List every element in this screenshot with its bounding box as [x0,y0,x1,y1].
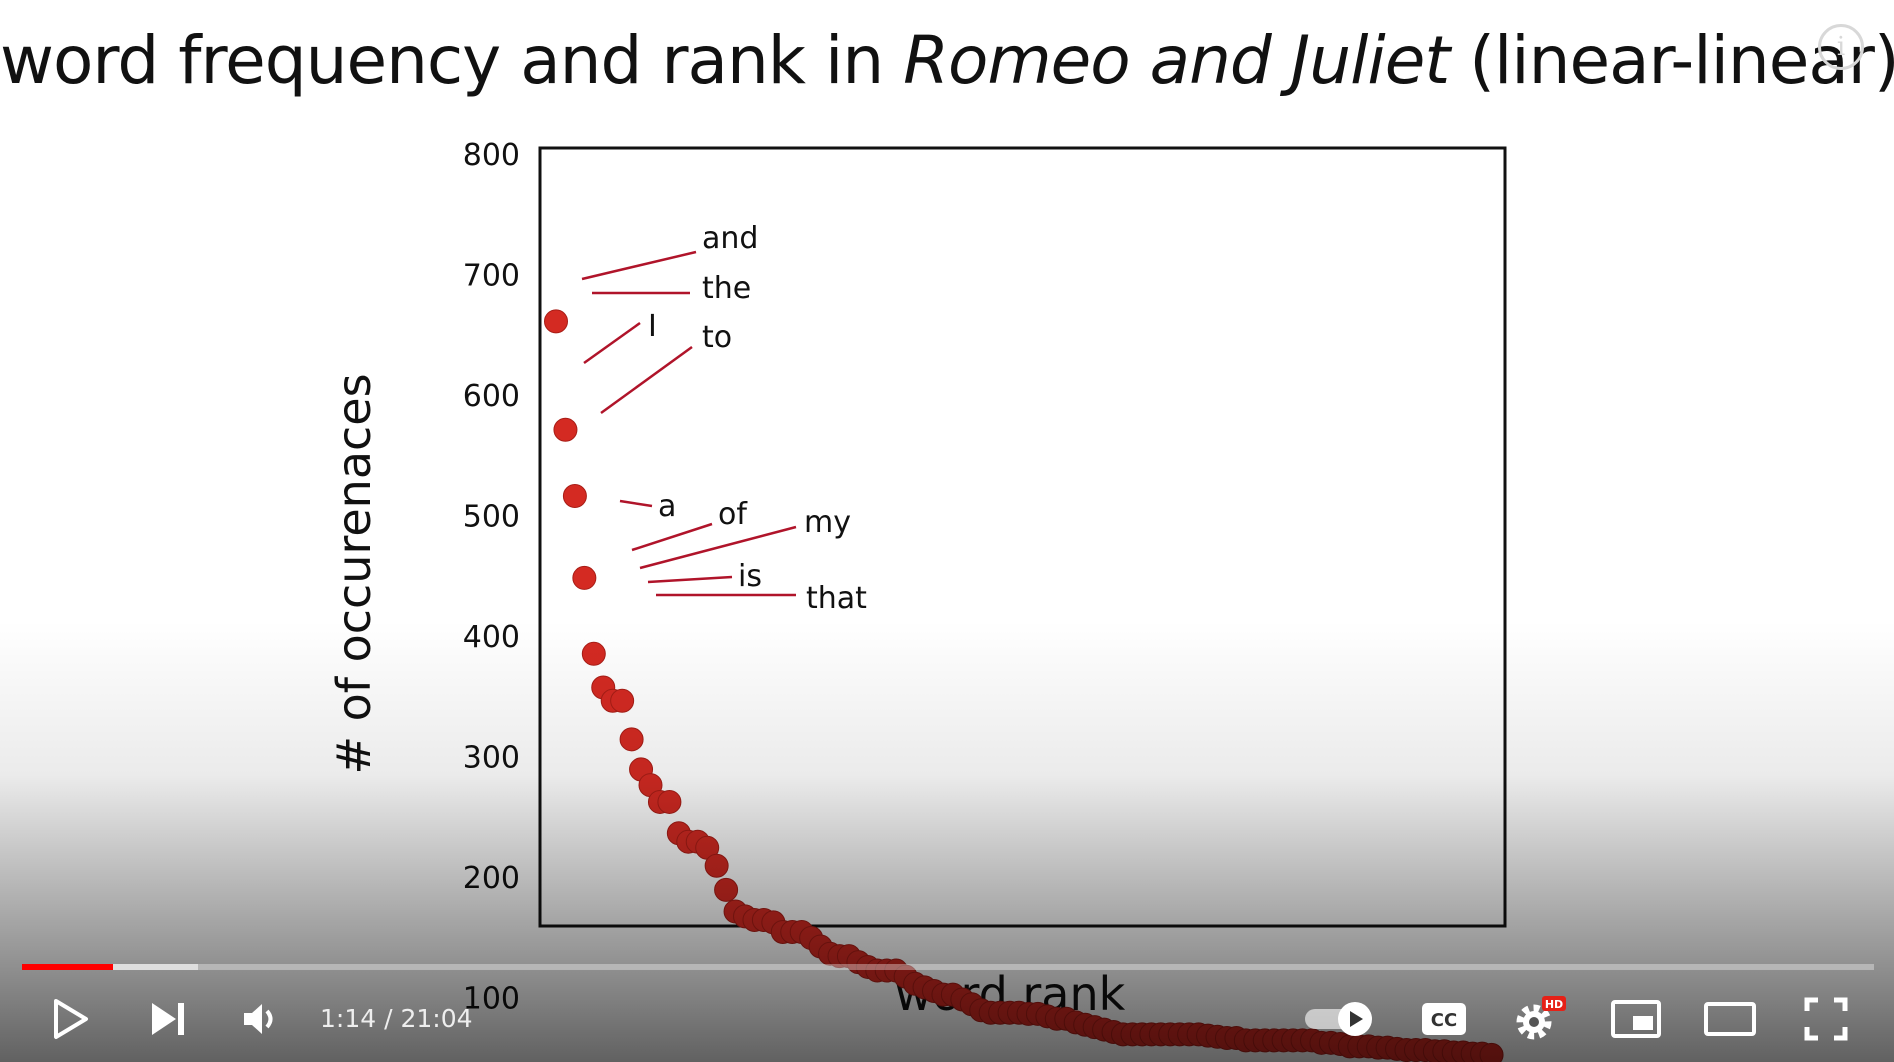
annotation-line-my [639,525,797,570]
data-point [619,727,644,752]
captions-label: CC [1431,1010,1457,1031]
annotation-label-i: I [648,309,657,344]
hd-badge: HD [1545,998,1563,1011]
annotation-label-of: of [718,497,748,532]
y-tick-label: 700 [463,259,520,294]
y-tick-label: 800 [463,138,520,173]
data-point [610,688,635,713]
annotation-line-to [600,345,693,415]
progress-bar[interactable] [22,964,1874,970]
miniplayer-icon [1611,1000,1661,1038]
next-icon [152,1003,184,1035]
play-button[interactable] [40,982,100,1056]
fullscreen-icon [1804,997,1848,1041]
y-axis-label: # of occurenaces [327,373,381,774]
play-icon [54,999,88,1039]
theater-button[interactable] [1698,982,1762,1056]
data-point [544,309,568,334]
data-point [553,417,578,442]
annotation-label-is: is [738,559,762,594]
next-button[interactable] [138,982,198,1056]
annotation-label-a: a [658,489,676,524]
y-tick-label: 200 [463,861,520,896]
annotation-label-and: and [702,221,758,256]
annotation-label-to: to [702,320,732,355]
data-point [572,565,597,590]
annotation-line-and [581,250,697,281]
annotation-label-my: my [804,505,851,540]
y-tick-label: 500 [463,500,520,535]
annotation-line-i [583,321,641,365]
data-point [562,484,587,509]
data-point [581,641,606,666]
captions-icon: CC [1422,1003,1466,1035]
plot-frame [538,146,1507,928]
autoplay-toggle-icon [1305,1002,1372,1036]
player-controls: 1:14 / 21:04 CC HD [0,982,1894,1056]
y-tick-label: 400 [463,620,520,655]
data-point [704,853,729,878]
y-tick-label: 300 [463,740,520,775]
theater-icon [1704,1002,1756,1036]
progress-played [22,964,113,970]
settings-icon: HD [1516,996,1566,1040]
volume-button[interactable] [230,982,290,1056]
data-point [714,877,739,902]
slide-title-prefix: word frequency and rank in [0,22,904,99]
volume-icon [244,1004,273,1034]
fullscreen-button[interactable] [1794,982,1858,1056]
captions-button[interactable]: CC [1412,982,1476,1056]
settings-button[interactable]: HD [1508,982,1572,1056]
annotation-line-a [619,499,653,508]
y-tick-label: 600 [463,379,520,414]
annotation-label-that: that [806,581,867,616]
info-icon[interactable]: i [1818,24,1864,70]
annotation-label-the: the [702,271,751,306]
autoplay-toggle[interactable] [1300,982,1380,1056]
time-display: 1:14 / 21:04 [320,1004,473,1033]
data-point [657,789,682,814]
annotation-line-of [631,522,713,552]
miniplayer-button[interactable] [1604,982,1668,1056]
annotation-line-is [647,575,733,584]
slide-title-italic: Romeo and Juliet [903,22,1450,99]
